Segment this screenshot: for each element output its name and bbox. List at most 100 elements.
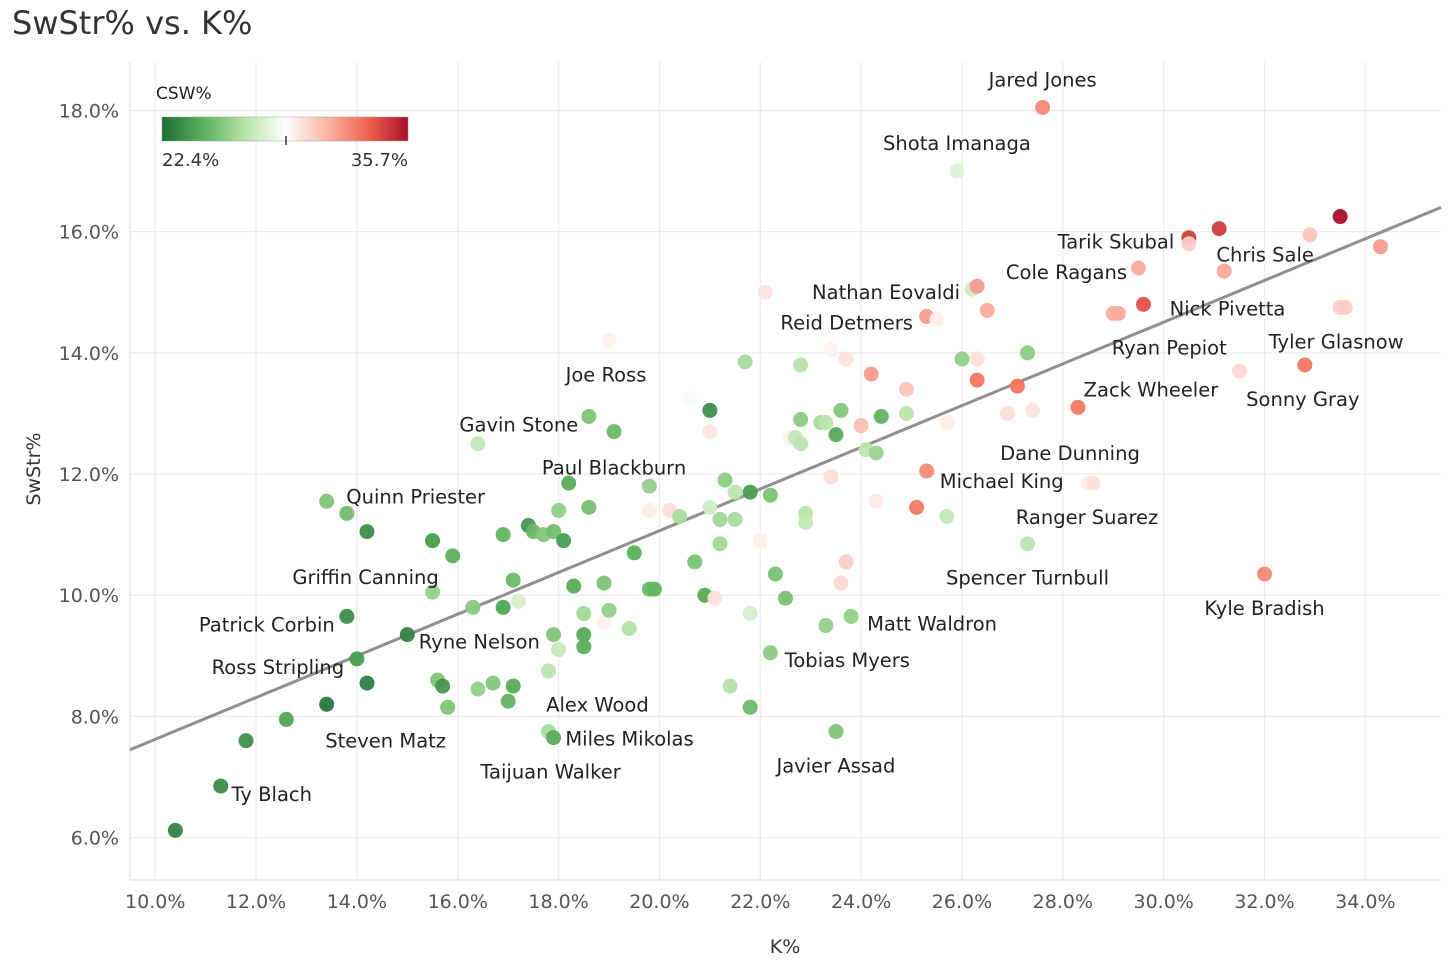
x-tick-label: 30.0%: [1133, 891, 1193, 913]
data-point: [833, 575, 849, 591]
data-point: [541, 663, 557, 679]
data-point: [626, 545, 642, 561]
data-point: [601, 333, 617, 349]
data-point: [702, 424, 718, 440]
x-tick-label: 18.0%: [528, 891, 588, 913]
data-point: [546, 730, 562, 746]
data-point: [868, 493, 884, 509]
data-point: [601, 602, 617, 618]
data-point: [737, 354, 753, 370]
x-tick-label: 14.0%: [327, 891, 387, 913]
data-point: [505, 678, 521, 694]
data-point: [1211, 221, 1227, 237]
legend-min-label: 22.4%: [162, 150, 219, 171]
data-point: [495, 527, 511, 543]
data-point: [238, 733, 254, 749]
data-point: [833, 402, 849, 418]
data-point: [546, 627, 562, 643]
data-point: [399, 627, 415, 643]
data-point: [818, 415, 834, 431]
point-label: Ryne Nelson: [419, 631, 540, 654]
data-point: [576, 627, 592, 643]
point-label: Jared Jones: [987, 68, 1097, 91]
data-point: [425, 584, 441, 600]
data-point: [213, 778, 229, 794]
x-tick-label: 12.0%: [226, 891, 286, 913]
x-axis-title: K%: [770, 936, 801, 958]
data-point: [838, 554, 854, 570]
data-point: [687, 554, 703, 570]
data-point: [546, 524, 562, 540]
data-point: [495, 599, 511, 615]
data-point: [707, 590, 723, 606]
data-point: [319, 696, 335, 712]
point-label: Cole Ragans: [1006, 261, 1127, 284]
data-point: [556, 533, 572, 549]
point-label: Zack Wheeler: [1084, 378, 1220, 401]
data-point: [969, 278, 985, 294]
x-tick-label: 10.0%: [125, 891, 185, 913]
data-point: [435, 678, 451, 694]
point-label: Patrick Corbin: [199, 613, 335, 636]
data-point: [1181, 236, 1197, 252]
data-point: [823, 342, 839, 358]
data-point: [470, 436, 486, 452]
data-point: [359, 675, 375, 691]
data-point: [969, 351, 985, 367]
data-point: [1085, 475, 1101, 491]
y-tick-label: 12.0%: [59, 464, 119, 486]
point-label: Joe Ross: [564, 364, 647, 387]
point-label: Ranger Suarez: [1016, 506, 1159, 529]
data-point: [702, 499, 718, 515]
axes: 10.0% 12.0% 14.0% 16.0% 18.0% 20.0% 22.0% 24.0%…: [23, 62, 1441, 958]
data-point: [485, 675, 501, 691]
point-label: Gavin Stone: [459, 413, 578, 436]
data-point: [576, 605, 592, 621]
data-point: [702, 402, 718, 418]
data-point: [1332, 209, 1348, 225]
data-point: [1372, 239, 1388, 255]
data-point: [1297, 357, 1313, 373]
data-point: [929, 312, 945, 328]
data-point: [621, 621, 637, 637]
data-point: [596, 614, 612, 630]
data-point: [853, 418, 869, 434]
point-label: Matt Waldron: [867, 612, 997, 635]
data-point: [1035, 99, 1051, 115]
data-point: [899, 405, 915, 421]
data-point: [551, 642, 567, 658]
data-point: [757, 284, 773, 300]
data-point: [1136, 296, 1152, 312]
data-point: [440, 699, 456, 715]
data-point: [1257, 566, 1273, 582]
point-label: Dane Dunning: [1000, 442, 1140, 465]
x-tick-label: 24.0%: [831, 891, 891, 913]
x-tick-label: 26.0%: [932, 891, 992, 913]
data-point: [999, 405, 1015, 421]
data-point: [823, 469, 839, 485]
point-label: Chris Sale: [1216, 244, 1314, 267]
point-label: Steven Matz: [325, 729, 446, 752]
point-label: Tyler Glasnow: [1268, 330, 1404, 353]
data-point: [863, 366, 879, 382]
data-point: [793, 436, 809, 452]
data-point: [742, 605, 758, 621]
data-point: [828, 427, 844, 443]
data-point: [1110, 305, 1126, 321]
point-label: Reid Detmers: [780, 311, 913, 334]
data-point: [843, 608, 859, 624]
data-point: [868, 445, 884, 461]
trend-line-layer: [129, 206, 1442, 752]
data-point: [581, 408, 597, 424]
x-tick-label: 22.0%: [730, 891, 790, 913]
data-point: [672, 508, 688, 524]
y-tick-label: 14.0%: [59, 343, 119, 365]
data-point: [1130, 260, 1146, 276]
data-point: [339, 608, 355, 624]
point-label: Sonny Gray: [1246, 388, 1359, 411]
data-point: [742, 699, 758, 715]
data-point: [1231, 363, 1247, 379]
data-point: [793, 411, 809, 427]
data-point: [349, 651, 365, 667]
data-point: [641, 502, 657, 518]
